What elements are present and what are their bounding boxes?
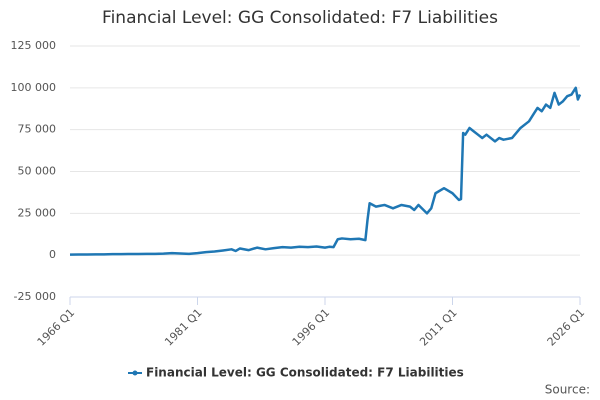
x-tick-label: 2011 Q1 — [417, 306, 460, 349]
x-tick-label: 1996 Q1 — [290, 306, 333, 349]
legend-label[interactable]: Financial Level: GG Consolidated: F7 Lia… — [146, 366, 464, 380]
chart-title: Financial Level: GG Consolidated: F7 Lia… — [102, 8, 498, 28]
y-tick-label: 0 — [49, 248, 56, 261]
y-tick-label: 50 000 — [18, 165, 57, 178]
y-tick-label: 25 000 — [18, 206, 57, 219]
y-tick-label: 75 000 — [18, 123, 57, 136]
y-tick-label: 100 000 — [11, 81, 57, 94]
data-line — [69, 86, 582, 256]
x-tick-label: 1966 Q1 — [35, 306, 78, 349]
x-tick-label: 1981 Q1 — [162, 306, 205, 349]
x-tick-label: 2026 Q1 — [545, 306, 588, 349]
y-tick-label: 125 000 — [11, 39, 57, 52]
legend-marker — [132, 370, 138, 376]
y-tick-label: -25 000 — [14, 290, 56, 303]
source: Source: — [545, 383, 590, 397]
